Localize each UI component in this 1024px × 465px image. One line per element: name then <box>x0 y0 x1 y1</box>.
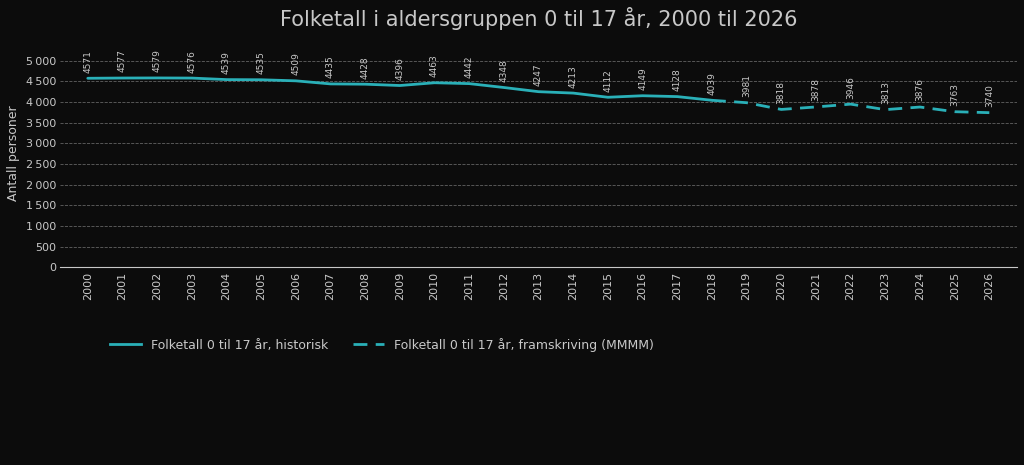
Text: 4428: 4428 <box>360 56 370 79</box>
Text: 4535: 4535 <box>257 51 265 74</box>
Text: 4128: 4128 <box>673 68 682 91</box>
Text: 3818: 3818 <box>777 81 785 104</box>
Text: 4571: 4571 <box>83 50 92 73</box>
Text: 4348: 4348 <box>500 59 508 82</box>
Text: 3813: 3813 <box>881 81 890 104</box>
Text: 4442: 4442 <box>465 55 474 78</box>
Text: 3946: 3946 <box>846 76 855 99</box>
Text: 3876: 3876 <box>915 79 925 101</box>
Text: 4577: 4577 <box>118 50 127 73</box>
Text: 4396: 4396 <box>395 57 404 80</box>
Text: 4039: 4039 <box>708 72 717 95</box>
Text: 4509: 4509 <box>291 53 300 75</box>
Legend: Folketall 0 til 17 år, historisk, Folketall 0 til 17 år, framskriving (MMMM): Folketall 0 til 17 år, historisk, Folket… <box>104 333 659 357</box>
Text: 4463: 4463 <box>430 54 439 77</box>
Title: Folketall i aldersgruppen 0 til 17 år, 2000 til 2026: Folketall i aldersgruppen 0 til 17 år, 2… <box>280 7 798 30</box>
Y-axis label: Antall personer: Antall personer <box>7 106 19 201</box>
Text: 4149: 4149 <box>638 67 647 90</box>
Text: 4539: 4539 <box>222 51 231 74</box>
Text: 4213: 4213 <box>568 65 578 87</box>
Text: 4435: 4435 <box>326 56 335 78</box>
Text: 3763: 3763 <box>950 83 959 106</box>
Text: 4579: 4579 <box>153 49 162 73</box>
Text: 3740: 3740 <box>985 84 994 107</box>
Text: 4247: 4247 <box>535 64 543 86</box>
Text: 4112: 4112 <box>603 69 612 92</box>
Text: 3878: 3878 <box>811 79 820 101</box>
Text: 3981: 3981 <box>742 74 751 97</box>
Text: 4576: 4576 <box>187 50 197 73</box>
